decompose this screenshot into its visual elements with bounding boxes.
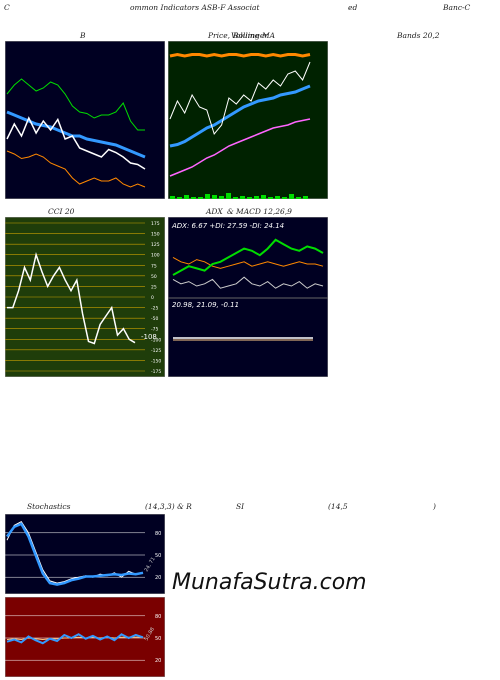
cci-tick-label: 50 [151, 274, 157, 280]
adx-macd-bg [168, 217, 328, 377]
price-volume-chart [168, 41, 328, 199]
volume-bar [191, 197, 196, 199]
cci-tick-label: -175 [151, 369, 161, 375]
volume-bar [247, 197, 252, 199]
stoch-tick-label: 20 [155, 575, 161, 581]
cci-tick-label: -75 [151, 327, 158, 333]
bollinger-b-bg [5, 41, 165, 199]
volume-bar [184, 195, 189, 199]
bollinger-upper-band [6, 78, 145, 131]
volume-bar [205, 194, 210, 199]
cci-value-label: -108 [141, 333, 157, 341]
title-adx: ADX [206, 207, 223, 216]
cci-tick-label: -150 [151, 358, 161, 364]
title-stoch-params: (14,3,3) & R [145, 502, 192, 511]
cci-tick-label: 175 [151, 221, 160, 227]
volume-bar [219, 196, 224, 199]
volume-bar [261, 195, 266, 199]
cci-line [7, 251, 136, 345]
cci-tick-label: -25 [151, 306, 158, 312]
title-bands: Bands 20,2 [397, 31, 440, 40]
title-stoch: Stochastics [27, 502, 71, 511]
bollinger-lower-band [6, 150, 146, 188]
cci-tick-label: 0 [151, 295, 154, 301]
price-line [169, 61, 311, 136]
title-ma: MA [262, 31, 276, 40]
title-price: Price, [208, 31, 231, 40]
header-part2: ommon Indicators ASB-F Associat [130, 3, 260, 12]
price-ma-short [169, 84, 311, 148]
rsi-tick-label: 80 [155, 614, 161, 620]
plus-di-line [172, 238, 324, 276]
volume-bar [233, 197, 238, 199]
adx-line [172, 276, 324, 289]
volume-bar [254, 196, 259, 199]
cci-tick-label: 150 [151, 232, 160, 238]
title-bollinger: Bollinger [233, 31, 268, 40]
cci-tick-label: 100 [151, 253, 160, 259]
cci-chart: 175 150 125 100 75 50 25 0 -25 -50 -75 -100 -125 -150… [5, 217, 165, 377]
stoch-tick-label: 80 [155, 531, 161, 537]
title-macd: & MACD 12,26,9 [227, 207, 292, 216]
volume-bar [303, 196, 308, 199]
rsi-line [6, 633, 144, 645]
title-rsi-close: ) [433, 502, 436, 511]
cci-tick-label: 75 [151, 263, 157, 269]
title-rsi: SI [236, 502, 245, 511]
cci-tick-label: 125 [151, 242, 160, 248]
macd-label: 20.98, 21.09, -0.11 [172, 301, 239, 309]
header-part3: ed [348, 3, 358, 12]
volume-bar [282, 197, 287, 199]
cci-tick-label: 25 [151, 284, 157, 290]
volume-bar [268, 197, 273, 199]
title-volume: Volume [231, 31, 260, 40]
rsi-tick-label: 20 [155, 658, 161, 664]
adx-macd-chart: ADX: 6.67 +DI: 27.59 -DI: 24.14 20.98, 2… [168, 217, 328, 377]
header-part4: Banc-C [443, 3, 471, 12]
volume-bar [198, 197, 203, 199]
cci-tick-label: -100 [151, 337, 161, 343]
volume-bar [275, 196, 280, 199]
stoch-k-line [6, 521, 144, 584]
stoch-tick-label: 50 [155, 553, 161, 559]
title-bollinger-b: B [80, 31, 86, 40]
volume-bar [212, 195, 217, 199]
bollinger-price-line [6, 116, 146, 170]
volume-bar [296, 197, 301, 199]
volume-bar [226, 193, 231, 199]
watermark: MunafaSutra.com [172, 570, 367, 595]
volume-bar [289, 194, 294, 199]
rsi-tick-label: 50 [155, 636, 161, 642]
price-ma-mid [169, 118, 311, 177]
header-part1: C [4, 3, 10, 12]
stoch-d-line [5, 522, 144, 586]
stoch-bg [5, 514, 165, 594]
bollinger-b-chart [5, 41, 165, 199]
adx-label: ADX: 6.67 +DI: 27.59 -DI: 24.14 [171, 222, 284, 230]
volume-bar [240, 196, 245, 199]
cci-tick-label: -125 [151, 348, 161, 354]
minus-di-line [172, 256, 324, 269]
cci-tick-label: -50 [151, 316, 158, 322]
price-ma-long [169, 52, 311, 58]
title-rsi-params: (14,5 [328, 502, 348, 511]
volume-bar [170, 196, 175, 199]
volume-bar [177, 197, 182, 199]
title-cci: CCI 20 [48, 207, 75, 216]
